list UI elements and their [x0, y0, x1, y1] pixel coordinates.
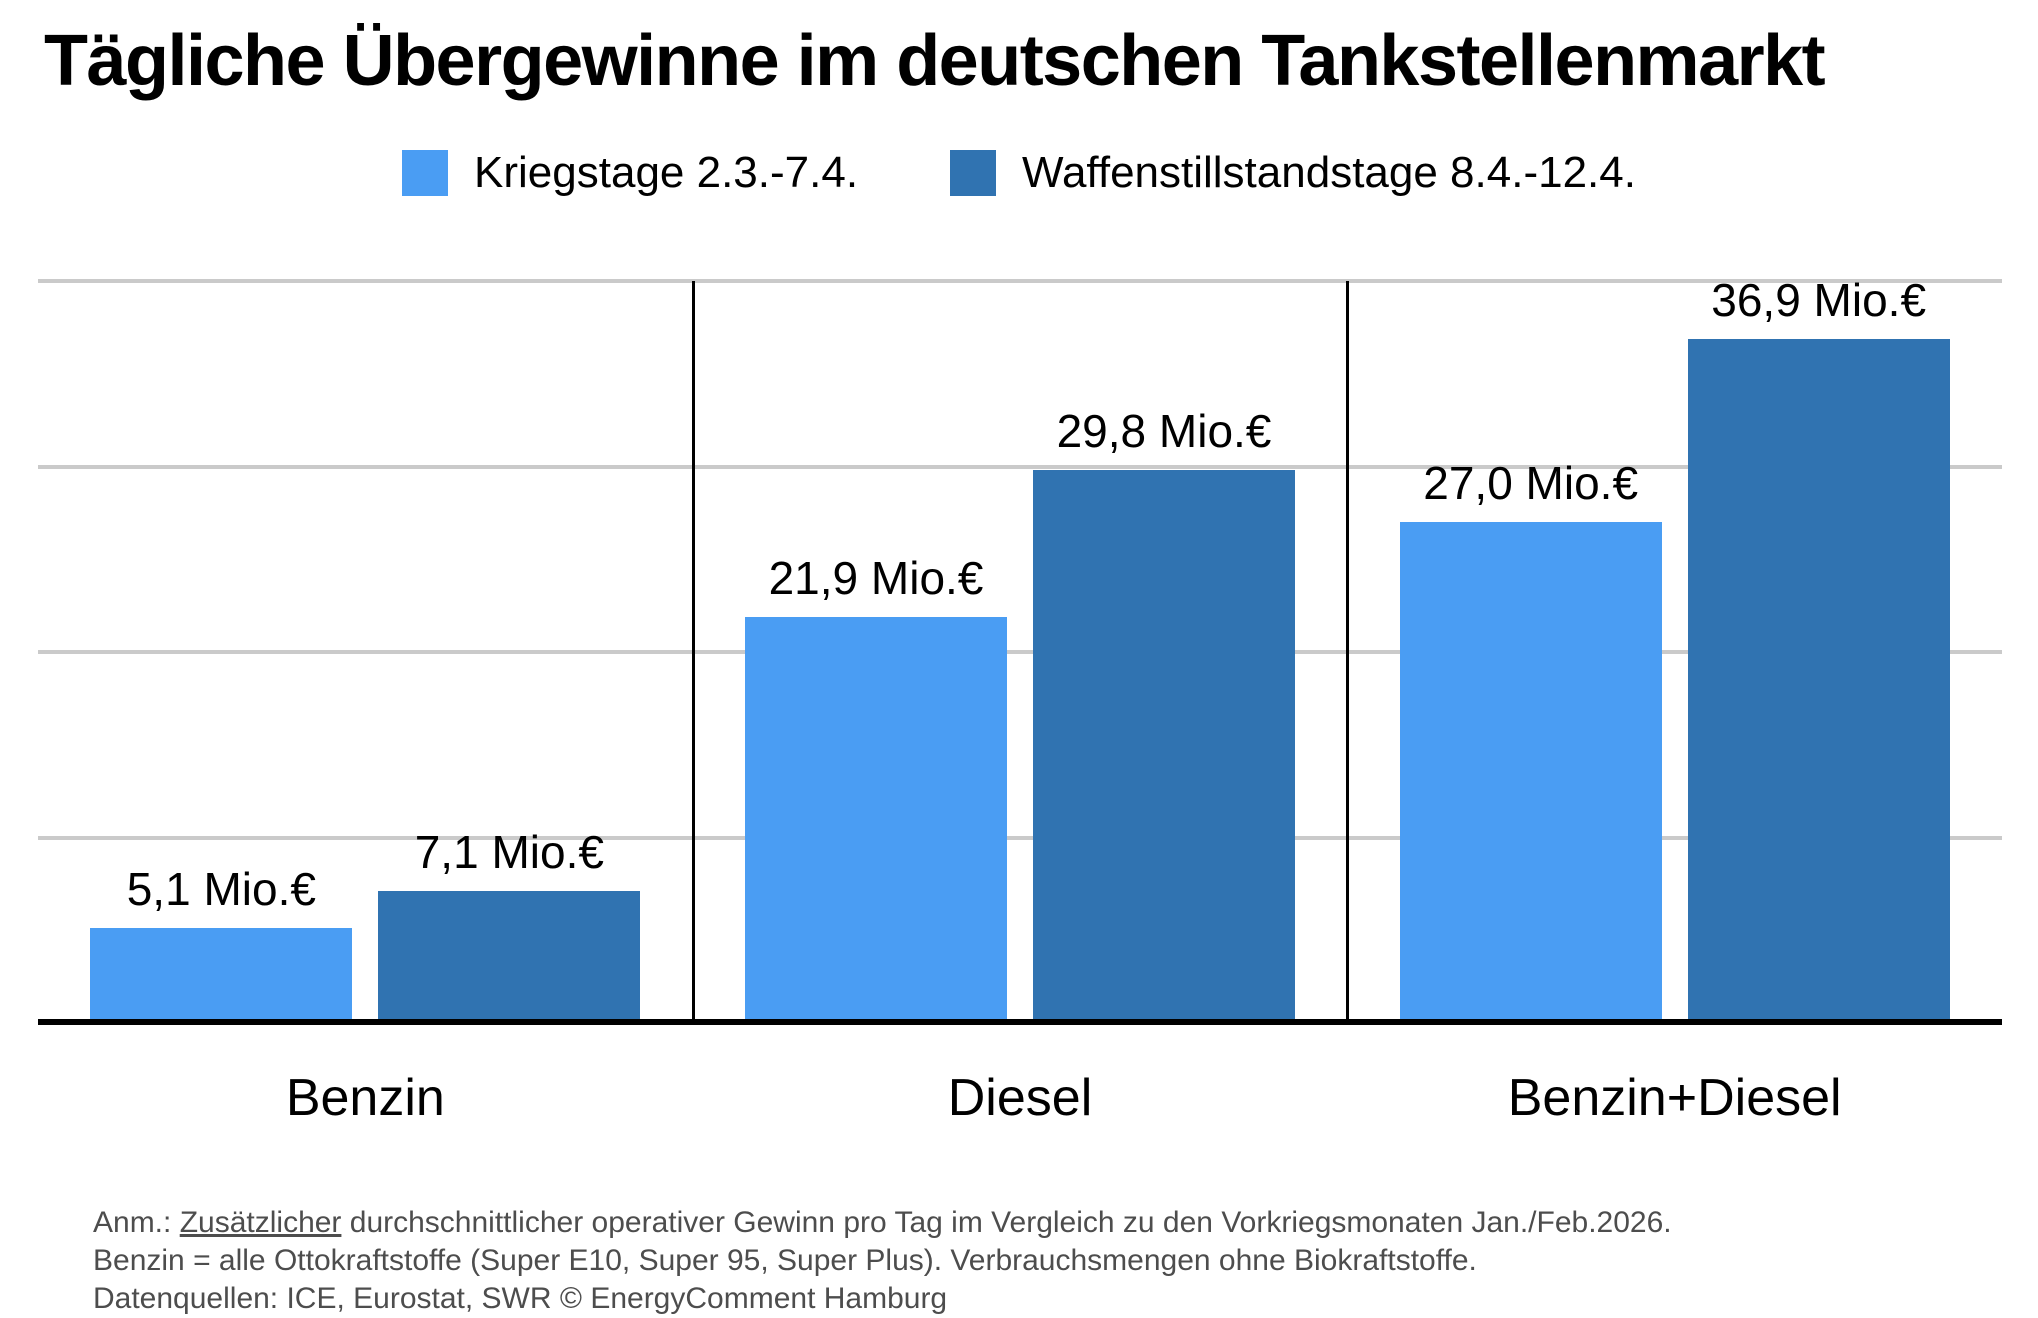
legend-label-waffenstillstandstage: Waffenstillstandstage 8.4.-12.4. [1022, 148, 1636, 197]
value-label-kriegstage-benzin: 5,1 Mio.€ [126, 863, 316, 916]
category-label-diesel: Diesel [947, 1069, 1093, 1127]
bar-kriegstage-benzin-diesel [1399, 522, 1662, 1023]
legend-swatch-waffenstillstandstage [950, 150, 997, 196]
footnote-line-3: Datenquellen: ICE, Eurostat, SWR © Energ… [93, 1282, 948, 1315]
footnote-line-1: Anm.: Zusätzlicher durchschnittlicher op… [93, 1204, 1672, 1242]
gridline-10 [38, 835, 2002, 840]
category-label-benzin-diesel: Benzin+Diesel [1507, 1069, 1842, 1127]
footnote-rest: durchschnittlicher operativer Gewinn pro… [341, 1206, 1672, 1239]
category-label-benzin: Benzin [285, 1069, 445, 1127]
bar-kriegstage-benzin [90, 928, 353, 1023]
legend-item-waffenstillstandstage: Waffenstillstandstage 8.4.-12.4. [950, 148, 1636, 198]
value-label-waffenstillstand-diesel: 29,8 Mio.€ [1056, 405, 1272, 458]
legend-item-kriegstage: Kriegstage 2.3.-7.4. [402, 148, 858, 198]
gridline-20 [38, 650, 2002, 654]
bar-waffenstillstand-benzin-diesel [1687, 338, 1950, 1023]
plot-area: 5,1 Mio.€ 7,1 Mio.€ 21,9 Mio.€ 29,8 Mio.… [38, 274, 2002, 1025]
footnote: Anm.: Zusätzlicher durchschnittlicher op… [93, 1204, 1672, 1318]
chart-title: Tägliche Übergewinne im deutschen Tankst… [44, 21, 1826, 101]
footnote-line-2: Benzin = alle Ottokraftstoffe (Super E10… [93, 1244, 1477, 1277]
bar-waffenstillstand-diesel [1033, 470, 1295, 1023]
panel-divider-2 [1346, 281, 1350, 1023]
panel-divider-1 [691, 281, 695, 1023]
legend: Kriegstage 2.3.-7.4. Waffenstillstandsta… [0, 148, 2038, 198]
legend-swatch-kriegstage [402, 150, 449, 196]
gridline-40 [38, 279, 2002, 283]
value-label-waffenstillstand-benzin: 7,1 Mio.€ [414, 826, 604, 879]
category-axis: Benzin Diesel Benzin+Diesel [38, 1068, 2002, 1128]
value-label-kriegstage-diesel: 21,9 Mio.€ [768, 551, 984, 604]
legend-label-kriegstage: Kriegstage 2.3.-7.4. [474, 148, 859, 197]
footnote-prefix: Anm.: [93, 1206, 180, 1239]
bar-waffenstillstand-benzin [378, 891, 641, 1023]
value-label-waffenstillstand-benzin-diesel: 36,9 Mio.€ [1711, 273, 1927, 326]
bar-kriegstage-diesel [745, 616, 1007, 1023]
x-axis-line [38, 1019, 2002, 1025]
value-label-kriegstage-benzin-diesel: 27,0 Mio.€ [1423, 457, 1639, 510]
gridline-30 [38, 464, 2002, 469]
footnote-underlined-word: Zusätzlicher [179, 1206, 342, 1239]
